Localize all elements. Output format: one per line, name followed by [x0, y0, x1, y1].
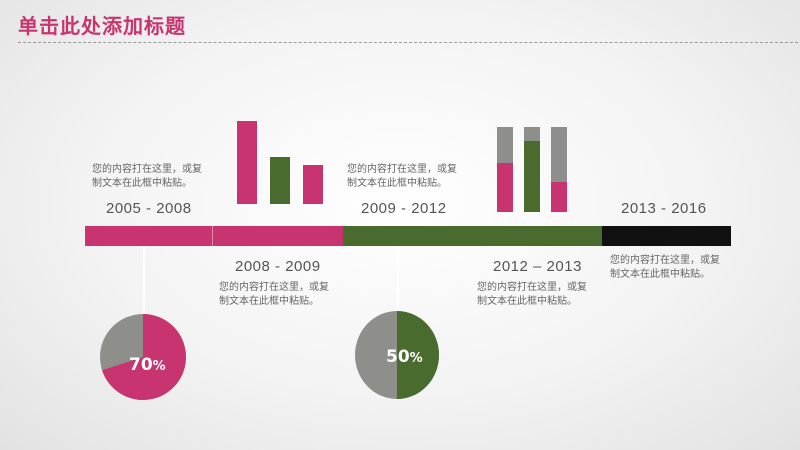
period-5-description: 您的内容打在这里，或复 制文本在此框中粘贴。	[610, 255, 720, 280]
chart1-bar-2	[270, 157, 290, 204]
period-1-label: 2005 - 2008	[106, 200, 192, 217]
timeline-segment-black	[602, 226, 731, 246]
chart2-bar-1-bottom	[497, 163, 513, 212]
pie-2-value-label: 50%	[386, 347, 423, 367]
title-divider	[18, 42, 798, 43]
pie-2-slice	[397, 311, 439, 399]
pie-1-slice	[102, 314, 186, 400]
pie-1-value-label: 70%	[129, 355, 166, 375]
pie-chart-1	[100, 314, 186, 400]
page-title: 单击此处添加标题	[18, 14, 186, 38]
chart1-bar-3	[303, 165, 323, 204]
period-2-label: 2008 - 2009	[235, 258, 321, 275]
chart2-bar-1-top	[497, 127, 513, 163]
period-3-description: 您的内容打在这里，或复 制文本在此框中粘贴。	[347, 164, 457, 189]
chart2-bar-2-top	[524, 127, 540, 141]
timeline-segment-green	[343, 226, 602, 246]
pie-chart-2	[355, 311, 439, 399]
period-3-label: 2009 - 2012	[361, 200, 447, 217]
chart2-bar-3-top	[551, 127, 567, 182]
period-1-description: 您的内容打在这里，或复 制文本在此框中粘贴。	[92, 164, 202, 189]
chart2-bar-2-bottom	[524, 141, 540, 212]
period-2-description: 您的内容打在这里，或复 制文本在此框中粘贴。	[219, 282, 329, 307]
timeline-segment-pink	[85, 226, 343, 246]
pie-2-connector	[397, 246, 399, 312]
period-4-description: 您的内容打在这里，或复 制文本在此框中粘贴。	[477, 282, 587, 307]
timeline-divider	[212, 226, 213, 246]
period-5-label: 2013 - 2016	[621, 200, 707, 217]
pie-1-connector	[143, 246, 145, 316]
chart2-bar-3-bottom	[551, 182, 567, 212]
chart1-bar-1	[237, 121, 257, 204]
period-4-label: 2012 – 2013	[493, 258, 582, 275]
